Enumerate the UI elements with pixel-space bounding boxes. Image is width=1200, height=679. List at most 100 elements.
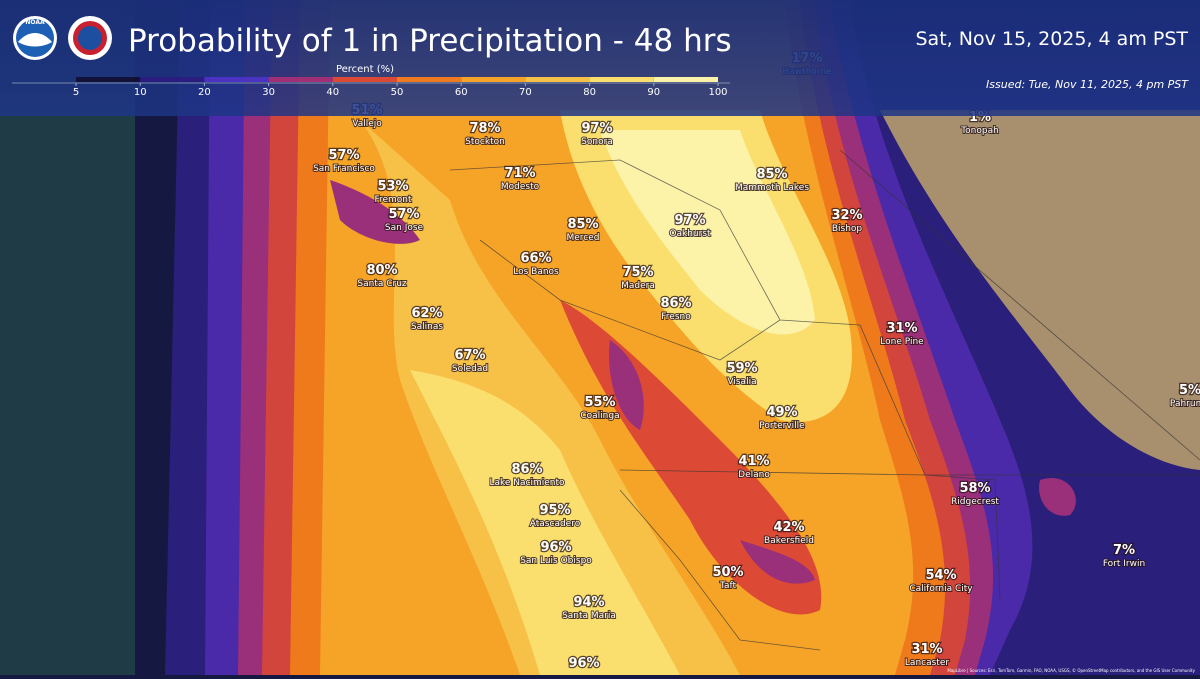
location-value: 62% [411,306,442,321]
legend-swatch [525,77,590,82]
location-name: Santa Maria [562,611,616,621]
valid-time: Sat, Nov 15, 2025, 4 am PST [916,28,1189,50]
legend-tick-label: 10 [134,87,147,98]
issued-time: Issued: Tue, Nov 11, 2025, 4 pm PST [986,78,1189,91]
location-name: Delano [738,470,770,480]
legend-swatch [268,77,333,82]
location-name: San Francisco [313,164,375,174]
location-name: Porterville [759,421,805,431]
location-value: 5% [1179,383,1200,398]
location-name: San Luis Obispo [520,556,592,566]
location-name: Modesto [501,182,540,192]
location-name: Fremont [374,195,412,205]
location-name: Atascadero [530,519,581,529]
map-title: Probability of 1 in Precipitation - 48 h… [128,23,732,59]
legend-tick-label: 30 [262,87,275,98]
location-value: 53% [377,179,408,194]
location-value: 78% [469,121,500,136]
legend-swatch [332,77,397,82]
legend-swatch [589,77,654,82]
location-name: California City [909,584,973,594]
location-value: 31% [911,642,942,657]
header-bar [0,0,1200,116]
legend-tick-label: 100 [708,87,727,98]
location-name: Madera [621,281,655,291]
legend-tick-label: 5 [73,87,79,98]
location-name: Lone Pine [880,337,924,347]
location-name: Santa Cruz [357,279,407,289]
location-value: 85% [567,217,598,232]
color-legend: 5 10 20 30 40 50 60 70 80 90 100 [12,77,730,98]
location-value: 67% [454,348,485,363]
location-value: 32% [831,208,862,223]
location-value: 66% [520,251,551,266]
logos: NOAA [13,16,112,60]
legend-tick-label: 20 [198,87,211,98]
location-name: Coalinga [580,411,619,421]
location-value: 49% [766,405,797,420]
legend-swatch [204,77,269,82]
legend-tick-label: 50 [391,87,404,98]
location-value: 7% [1113,543,1135,558]
legend-swatch [397,77,462,82]
location-name: Tonopah [960,126,999,136]
location-name: Bishop [832,224,863,234]
legend-tick-label: 70 [519,87,532,98]
legend-tick-label: 90 [647,87,660,98]
attribution: MapLibre | Sources: Esri, TomTom, Garmin… [947,668,1195,673]
legend-tick-label: 80 [583,87,596,98]
location-value: 50% [712,565,743,580]
location-name: Pahrump [1170,399,1200,409]
location-value: 57% [328,148,359,163]
location-name: Bakersfield [764,536,814,546]
location-value: 96% [540,540,571,555]
location-value: 95% [539,503,570,518]
boundaries [449,149,1200,651]
location-labels: 17%Hawthorne51%Vallejo78%Stockton97%Sono… [312,50,1200,673]
location-name: Mammoth Lakes [735,183,809,193]
location-name: Merced [566,233,599,243]
location-name: Salinas [411,322,443,332]
legend-swatch [653,77,718,82]
location-name: San Jose [385,223,424,233]
location-value: 96% [568,656,599,671]
location-value: 85% [756,167,787,182]
location-value: 55% [584,395,615,410]
location-value: 80% [366,263,397,278]
legend-swatch [140,77,205,82]
location-name: Los Banos [513,267,559,277]
location-name: Fort Irwin [1103,559,1145,569]
location-name: Soledad [452,364,488,374]
location-value: 59% [726,361,757,376]
legend-tick-label: 40 [326,87,339,98]
location-value: 71% [504,166,535,181]
location-name: Lancaster [905,658,949,668]
legend-tick-label: 60 [455,87,468,98]
location-value: 31% [886,321,917,336]
legend-swatch [461,77,526,82]
location-name: Fresno [661,312,691,322]
location-value: 57% [388,207,419,222]
location-name: Taft [719,581,737,591]
location-name: Visalia [727,377,756,387]
logo-text: NOAA [25,19,45,26]
location-value: 58% [959,481,990,496]
location-value: 42% [773,520,804,535]
location-value: 86% [660,296,691,311]
location-name: Oakhurst [669,229,711,239]
location-value: 97% [674,213,705,228]
location-name: Ridgecrest [951,497,999,507]
location-name: Stockton [465,137,505,147]
location-value: 86% [511,462,542,477]
location-name: Lake Nacimiento [489,478,565,488]
location-name: Vallejo [352,119,382,129]
legend-swatch [76,77,141,82]
location-value: 54% [925,568,956,583]
legend-title: Percent (%) [336,64,394,75]
location-name: Sonora [581,137,613,147]
location-value: 75% [622,265,653,280]
location-value: 94% [573,595,604,610]
location-value: 41% [738,454,769,469]
